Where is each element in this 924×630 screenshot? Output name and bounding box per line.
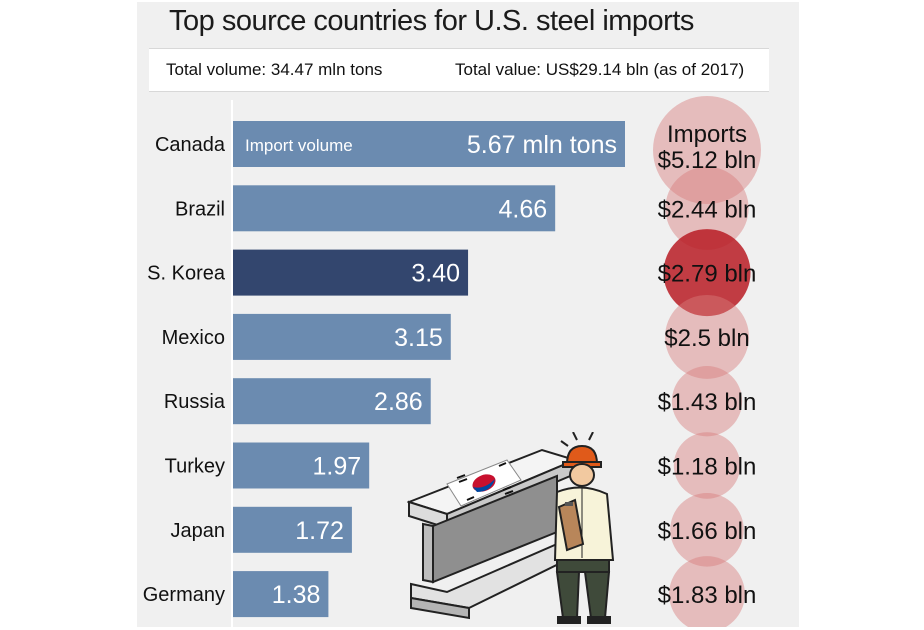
totals-box: Total volume: 34.47 mln tons Total value… bbox=[149, 48, 769, 92]
chart-title: Top source countries for U.S. steel impo… bbox=[169, 5, 694, 37]
import-value-header: Imports bbox=[667, 121, 747, 148]
import-value-label: $2.5 bln bbox=[664, 325, 749, 352]
bar bbox=[233, 506, 352, 553]
category-label: Russia bbox=[164, 391, 226, 413]
bar bbox=[233, 313, 451, 360]
category-label: Germany bbox=[143, 584, 225, 606]
import-value-label: $5.12 bln bbox=[658, 147, 757, 174]
category-label: Japan bbox=[171, 520, 226, 542]
bar bbox=[233, 571, 329, 618]
category-label: Mexico bbox=[162, 327, 225, 349]
axis-line bbox=[231, 100, 233, 627]
import-value-bubble bbox=[671, 366, 743, 437]
korean-flag-icon bbox=[446, 459, 522, 507]
series-label: Import volume bbox=[245, 136, 353, 155]
value-label: 1.72 bbox=[295, 517, 344, 545]
total-volume: Total volume: 34.47 mln tons bbox=[166, 60, 383, 79]
total-value: Total value: US$29.14 bln (as of 2017) bbox=[455, 60, 745, 79]
bar bbox=[233, 185, 556, 232]
import-value-bubble bbox=[670, 493, 744, 567]
value-label: 1.97 bbox=[313, 453, 362, 481]
bar bbox=[233, 249, 469, 296]
value-label: 5.67 mln tons bbox=[467, 131, 617, 159]
import-value-label: $1.43 bln bbox=[658, 389, 757, 416]
bar bbox=[233, 121, 625, 167]
import-value-bubble bbox=[653, 96, 761, 204]
import-value-label: $1.18 bln bbox=[658, 454, 757, 481]
import-value-label: $2.79 bln bbox=[658, 261, 757, 288]
import-value-bubble bbox=[665, 294, 749, 379]
value-label: 2.86 bbox=[374, 388, 423, 416]
import-value-bubble bbox=[669, 556, 745, 627]
category-label: S. Korea bbox=[147, 263, 226, 285]
import-value-bubble bbox=[663, 229, 751, 317]
value-label: 4.66 bbox=[499, 195, 548, 223]
value-label: 1.38 bbox=[272, 581, 321, 609]
category-label: Canada bbox=[155, 134, 226, 156]
import-value-label: $1.66 bln bbox=[658, 518, 757, 545]
import-value-bubble bbox=[665, 166, 749, 250]
category-label: Brazil bbox=[175, 198, 225, 220]
bar bbox=[233, 378, 431, 425]
bar bbox=[233, 442, 370, 489]
steel-worker-illustration bbox=[407, 432, 615, 624]
value-label: 3.15 bbox=[394, 324, 443, 352]
category-label: Turkey bbox=[165, 456, 225, 478]
import-value-bubble bbox=[673, 432, 741, 499]
value-label: 3.40 bbox=[411, 260, 460, 288]
chart-panel: Top source countries for U.S. steel impo… bbox=[137, 2, 799, 627]
import-value-label: $2.44 bln bbox=[658, 196, 757, 223]
worker-with-clipboard-icon bbox=[553, 432, 615, 624]
import-value-label: $1.83 bln bbox=[658, 582, 757, 609]
